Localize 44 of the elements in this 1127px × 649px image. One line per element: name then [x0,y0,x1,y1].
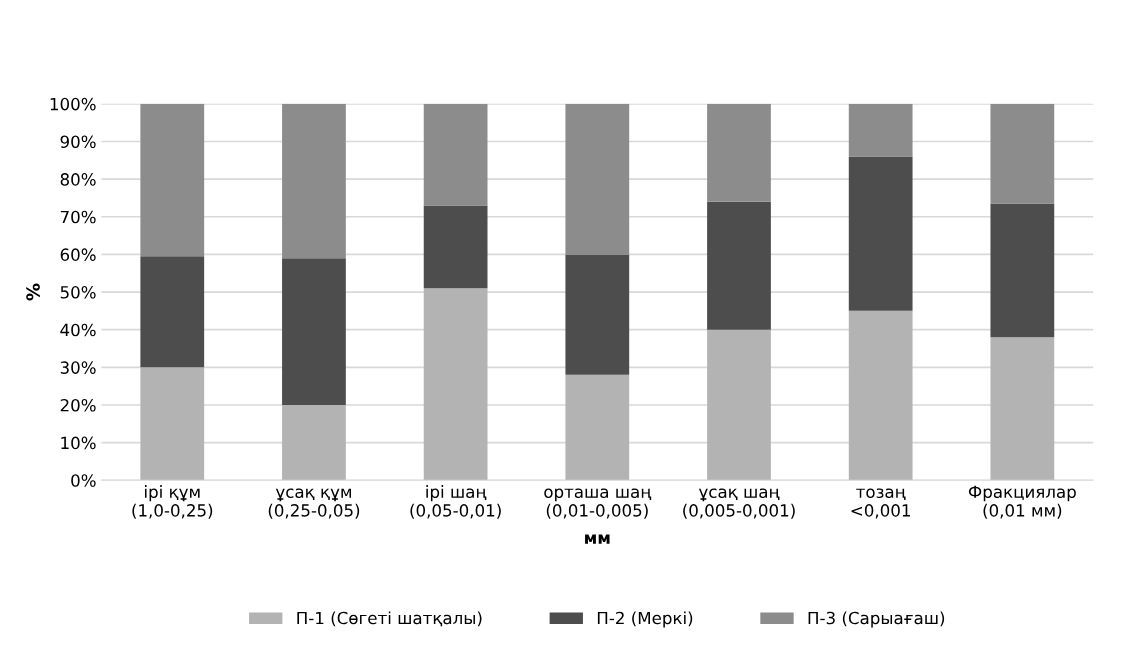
y-tick-label: 90% [60,135,96,149]
x-tick-label: ірі құм (1,0-0,25) [132,485,213,519]
bar [565,374,630,481]
y-tick-label: 20% [60,398,96,412]
legend-label: П-3 (Сарыағаш) [808,611,945,628]
y-tick-label: 100% [50,97,96,111]
bar [282,258,346,405]
y-axis-title: % [26,283,40,301]
legend-label: П-1 (Сөгеті шатқалы) [297,611,482,627]
y-tick-label: 60% [60,248,96,261]
bar [282,404,346,481]
bar [990,337,1055,481]
bar [423,103,488,206]
x-tick-label: ұсақ шаң (0,005-0,001) [683,488,795,519]
bar [990,203,1055,338]
legend-label: П-2 (Меркі) [597,611,693,628]
bar [140,367,205,481]
y-tick-label: 80% [60,173,96,186]
bar [565,254,630,375]
bar [848,103,913,157]
y-tick-label: 0% [71,474,96,487]
x-tick-label: ірі шаң (0,05-0,01) [410,485,501,519]
bar [848,156,913,311]
bar [707,103,771,202]
bar [848,310,913,481]
y-tick-label: 40% [60,323,96,337]
y-tick-label: 50% [60,286,96,299]
bar [140,103,205,257]
bar [140,256,205,368]
bar [423,205,488,289]
bar [423,288,488,481]
y-tick-label: 10% [61,436,96,450]
y-tick-label: 30% [60,361,96,374]
bar [282,103,346,259]
x-tick-label: ұсақ құм (0,25-0,05) [268,488,360,519]
x-tick-label: тозаң <0,001 [851,488,910,519]
bar [990,103,1055,204]
x-tick-label: Фракциялар (0,01 мм) [968,485,1076,519]
y-tick-label: 70% [60,210,96,224]
bar [707,201,771,330]
x-tick-label: орташа шаң (0,01-0,005) [544,488,652,519]
x-axis-title: мм [585,534,610,544]
bar [565,103,630,255]
bar [707,329,771,481]
